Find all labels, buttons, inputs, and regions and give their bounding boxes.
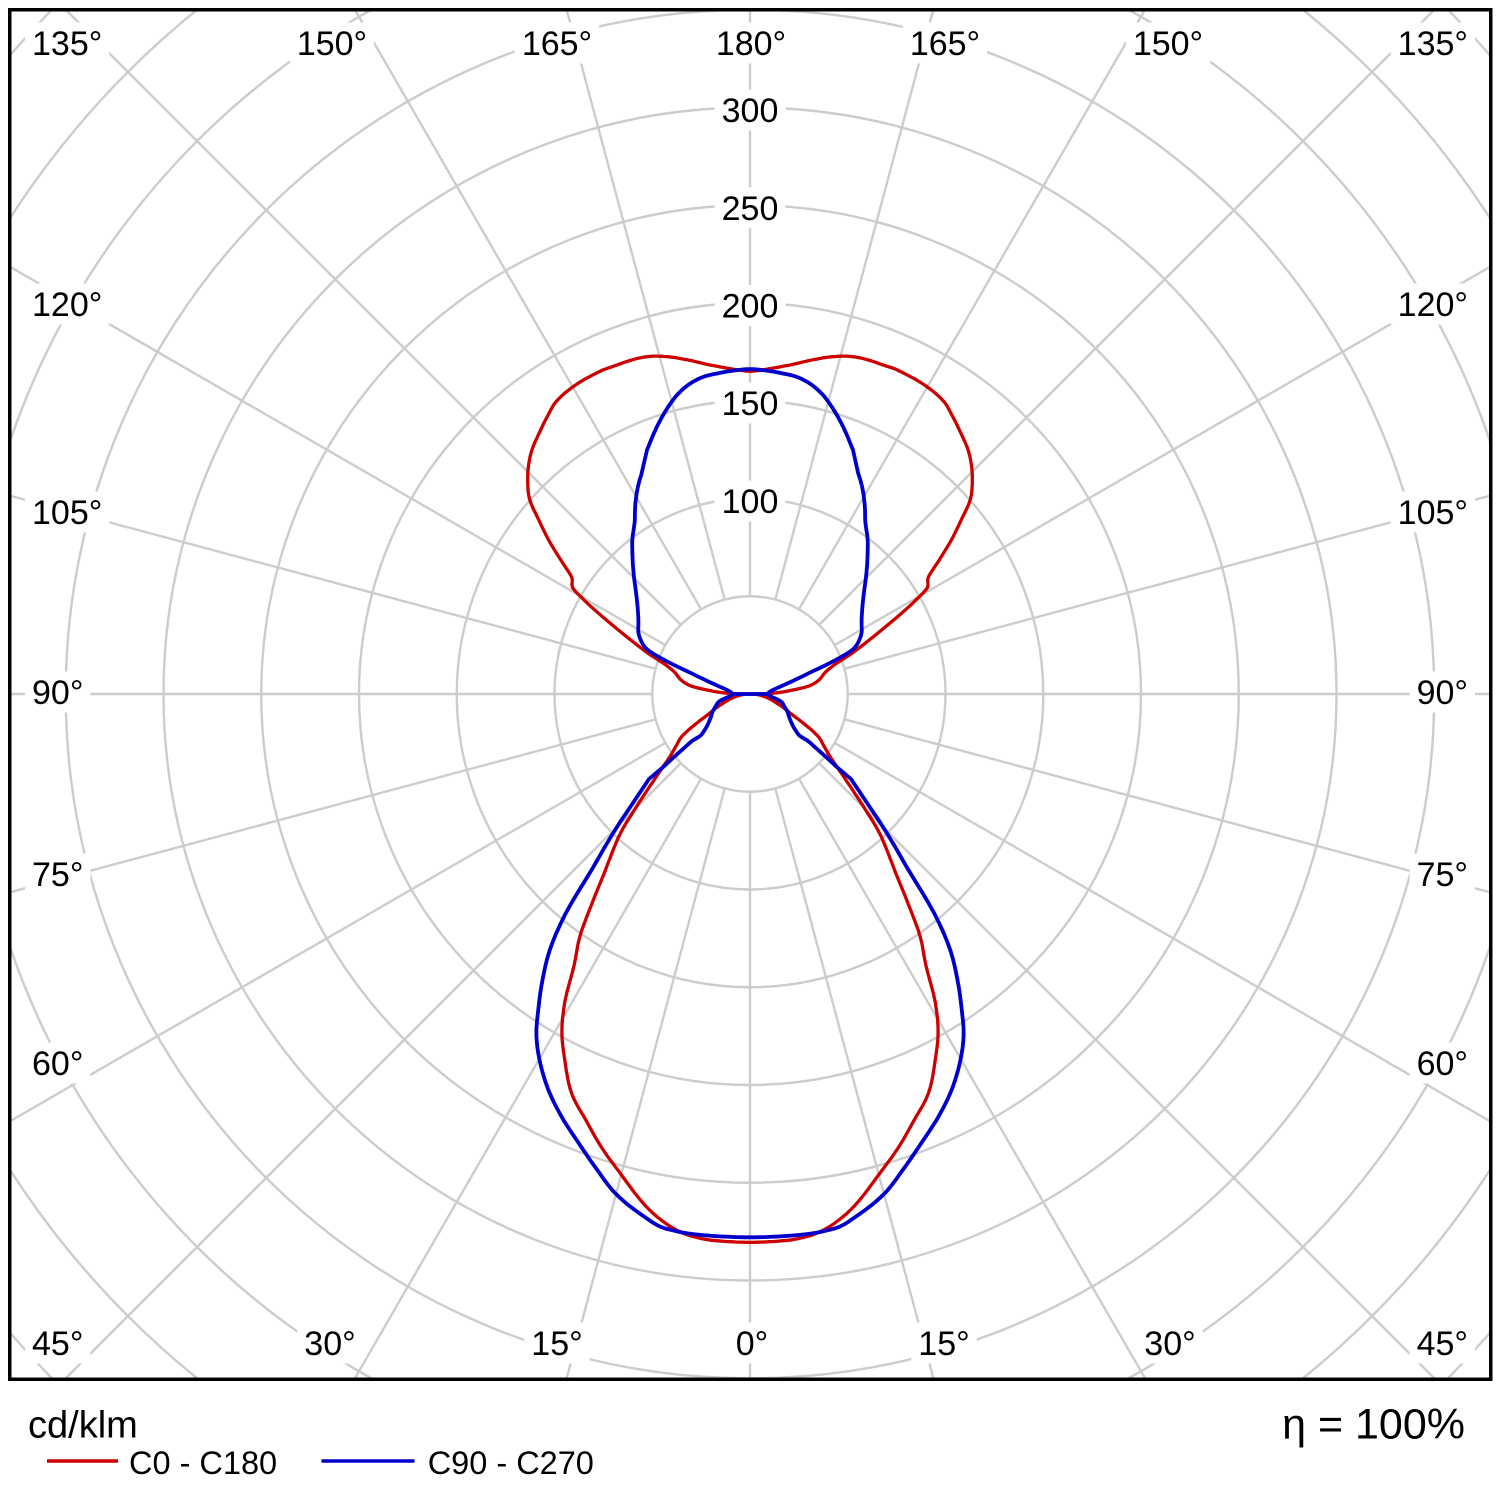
svg-text:105°: 105° (32, 494, 102, 532)
svg-text:105°: 105° (1398, 494, 1468, 532)
svg-text:75°: 75° (1417, 856, 1468, 894)
svg-text:15°: 15° (531, 1325, 582, 1363)
svg-text:150°: 150° (1133, 25, 1203, 63)
svg-text:30°: 30° (304, 1325, 355, 1363)
svg-text:45°: 45° (1417, 1325, 1468, 1363)
svg-text:135°: 135° (32, 25, 102, 63)
svg-text:200: 200 (722, 288, 779, 326)
svg-text:180°: 180° (716, 25, 786, 63)
svg-text:0°: 0° (736, 1325, 769, 1363)
svg-text:45°: 45° (32, 1325, 83, 1363)
svg-text:η = 100%: η = 100% (1282, 1401, 1465, 1449)
svg-text:120°: 120° (32, 286, 102, 324)
svg-text:60°: 60° (32, 1045, 83, 1083)
svg-text:300: 300 (722, 92, 779, 130)
svg-text:150: 150 (722, 385, 779, 423)
svg-text:120°: 120° (1398, 286, 1468, 324)
svg-text:250: 250 (722, 190, 779, 228)
svg-text:165°: 165° (910, 25, 980, 63)
svg-text:cd/klm: cd/klm (28, 1405, 138, 1447)
svg-text:C0 - C180: C0 - C180 (129, 1445, 277, 1481)
svg-text:100: 100 (722, 483, 779, 521)
svg-text:30°: 30° (1144, 1325, 1195, 1363)
svg-text:75°: 75° (32, 856, 83, 894)
svg-text:165°: 165° (522, 25, 592, 63)
svg-text:60°: 60° (1417, 1045, 1468, 1083)
svg-text:90°: 90° (1417, 674, 1468, 712)
svg-text:90°: 90° (32, 674, 83, 712)
svg-text:C90 - C270: C90 - C270 (428, 1445, 594, 1481)
svg-text:150°: 150° (297, 25, 367, 63)
svg-text:135°: 135° (1398, 25, 1468, 63)
svg-text:15°: 15° (918, 1325, 969, 1363)
